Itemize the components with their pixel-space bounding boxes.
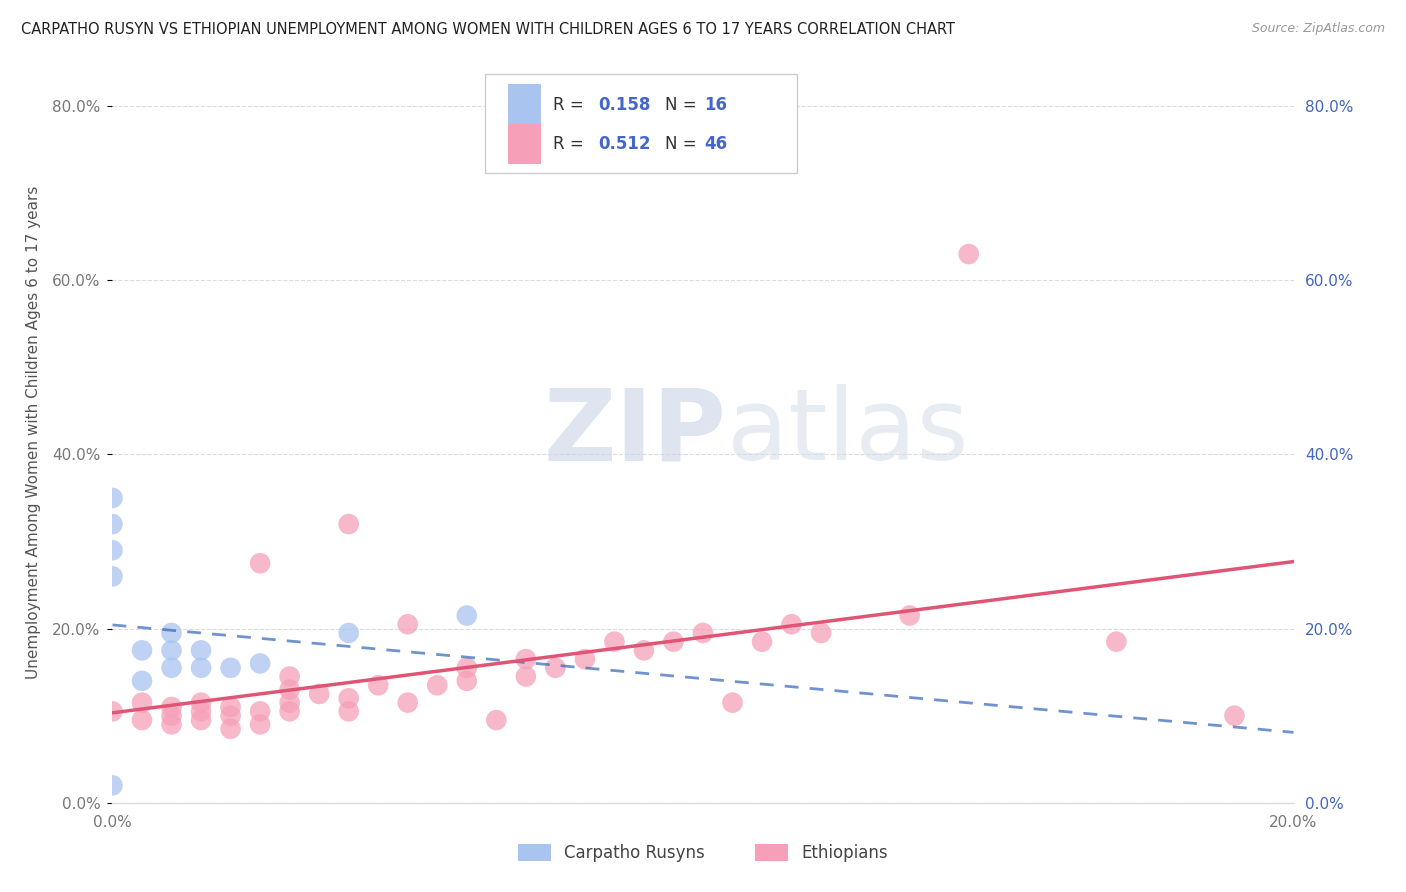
Point [278, 682, 301, 697]
Point [249, 657, 271, 671]
Point [780, 617, 803, 632]
Text: Source: ZipAtlas.com: Source: ZipAtlas.com [1251, 22, 1385, 36]
Point [337, 691, 360, 706]
Point [810, 626, 832, 640]
Point [278, 696, 301, 710]
Point [219, 708, 242, 723]
Point [456, 661, 478, 675]
Y-axis label: Unemployment Among Women with Children Ages 6 to 17 years: Unemployment Among Women with Children A… [27, 186, 41, 680]
Point [219, 722, 242, 736]
Point [574, 652, 596, 666]
Point [160, 661, 183, 675]
Point [515, 652, 537, 666]
Point [131, 696, 153, 710]
Point [101, 491, 124, 505]
Point [485, 713, 508, 727]
Point [633, 643, 655, 657]
Legend: Carpatho Rusyns, Ethiopians: Carpatho Rusyns, Ethiopians [510, 837, 896, 869]
Point [456, 608, 478, 623]
Point [249, 717, 271, 731]
Point [219, 661, 242, 675]
Point [337, 704, 360, 718]
Point [190, 713, 212, 727]
Point [131, 713, 153, 727]
Point [898, 608, 921, 623]
Point [101, 543, 124, 558]
Point [278, 704, 301, 718]
Point [367, 678, 389, 692]
Point [957, 247, 980, 261]
Point [249, 556, 271, 570]
Point [190, 696, 212, 710]
Point [190, 643, 212, 657]
Text: CARPATHO RUSYN VS ETHIOPIAN UNEMPLOYMENT AMONG WOMEN WITH CHILDREN AGES 6 TO 17 : CARPATHO RUSYN VS ETHIOPIAN UNEMPLOYMENT… [21, 22, 955, 37]
Point [101, 517, 124, 532]
Point [190, 661, 212, 675]
Point [1105, 634, 1128, 648]
Point [160, 626, 183, 640]
Text: 46: 46 [704, 135, 727, 153]
Text: ZIP: ZIP [544, 384, 727, 481]
Text: 0.158: 0.158 [598, 95, 650, 113]
Point [131, 673, 153, 688]
Point [515, 669, 537, 683]
FancyBboxPatch shape [508, 84, 541, 125]
Point [337, 517, 360, 532]
Text: R =: R = [553, 135, 589, 153]
Point [249, 704, 271, 718]
Text: 0.512: 0.512 [598, 135, 651, 153]
Point [751, 634, 773, 648]
Point [1223, 708, 1246, 723]
Point [721, 696, 744, 710]
Point [603, 634, 626, 648]
Point [396, 617, 419, 632]
Point [396, 696, 419, 710]
Point [308, 687, 330, 701]
Point [456, 673, 478, 688]
Point [101, 704, 124, 718]
Text: N =: N = [665, 95, 702, 113]
Point [131, 643, 153, 657]
Point [101, 778, 124, 792]
Point [160, 717, 183, 731]
Point [160, 708, 183, 723]
Point [101, 569, 124, 583]
Text: atlas: atlas [727, 384, 969, 481]
Point [337, 626, 360, 640]
Text: N =: N = [665, 135, 702, 153]
Point [278, 669, 301, 683]
Point [219, 700, 242, 714]
Point [426, 678, 449, 692]
Point [692, 626, 714, 640]
Text: R =: R = [553, 95, 589, 113]
Point [662, 634, 685, 648]
Text: 16: 16 [704, 95, 727, 113]
FancyBboxPatch shape [508, 123, 541, 164]
Point [544, 661, 567, 675]
Point [160, 643, 183, 657]
Point [190, 704, 212, 718]
FancyBboxPatch shape [485, 73, 797, 173]
Point [160, 700, 183, 714]
